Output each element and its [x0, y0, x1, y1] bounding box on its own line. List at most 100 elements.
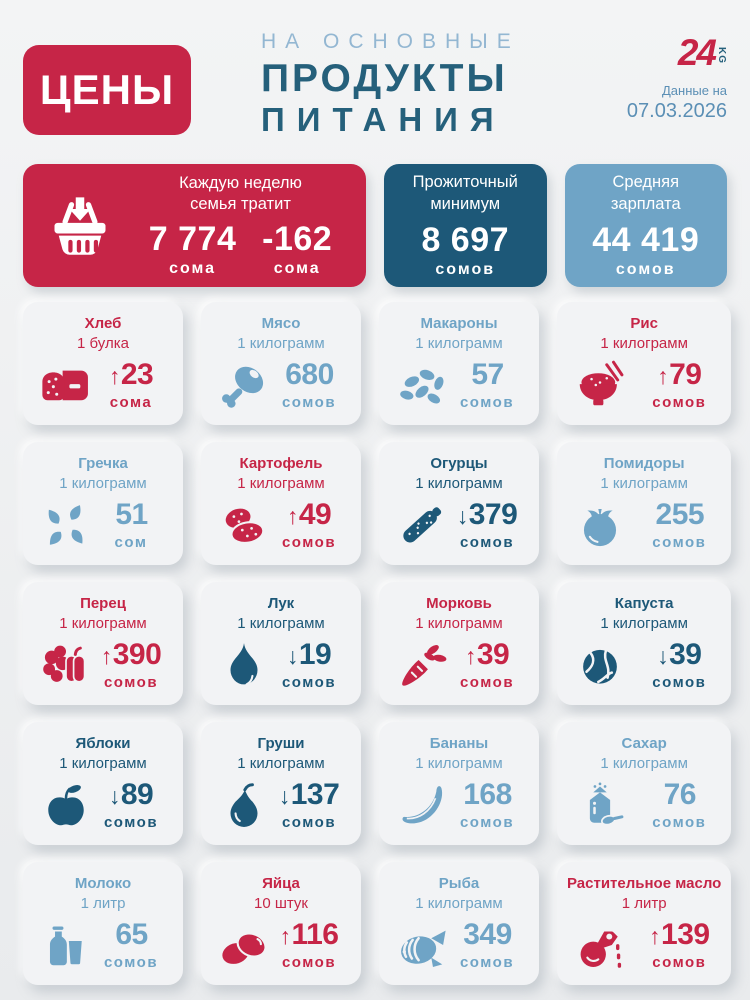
- product-quantity: 1 килограмм: [59, 475, 147, 492]
- product-price: 680: [285, 357, 334, 391]
- product-name: Капуста: [614, 595, 674, 612]
- product-price-block: ↑79 сомов: [641, 357, 717, 411]
- pepper-icon: [39, 638, 93, 692]
- product-card: Огурцы 1 килограмм ↓379 сомов: [379, 442, 539, 565]
- product-row: 57 сомов: [389, 353, 529, 413]
- apple-icon: [39, 778, 93, 832]
- basket-icon: [37, 192, 123, 260]
- weekly-change-value: -162: [262, 220, 333, 259]
- product-quantity: 1 килограмм: [237, 615, 325, 632]
- product-price-block: ↑49 сомов: [271, 499, 347, 551]
- product-price-unit: сомов: [652, 533, 707, 551]
- title-line-3: ПИТАНИЯ: [261, 101, 506, 138]
- product-price: 116: [291, 917, 339, 951]
- product-row: 76 сомов: [567, 773, 721, 833]
- trend-arrow: ↑: [286, 502, 299, 529]
- product-card: Бананы 1 килограмм 168 сомов: [379, 722, 539, 845]
- product-card: Перец 1 килограмм ↑390 сомов: [23, 582, 183, 705]
- product-row: ↑49 сомов: [211, 493, 351, 553]
- product-price-block: ↓137 сомов: [271, 779, 347, 831]
- weekly-amount-value: 7 774: [148, 220, 237, 259]
- trend-arrow: ↑: [657, 362, 669, 389]
- product-price-unit: сомов: [103, 673, 159, 691]
- weekly-spend-card: Каждую неделю семья тратит 7 774 сома -1…: [23, 164, 366, 287]
- product-name: Растительное масло: [567, 875, 722, 892]
- trend-arrow: ↓: [108, 782, 121, 809]
- product-price-unit: сомов: [459, 673, 515, 691]
- living-minimum-unit: сомов: [435, 260, 496, 278]
- living-minimum-value: 8 697: [421, 220, 510, 259]
- product-price: 255: [655, 497, 705, 531]
- product-card: Рис 1 килограмм ↑79 сомов: [557, 302, 732, 425]
- product-price-block: ↓89 сомов: [93, 779, 169, 831]
- product-name: Огурцы: [430, 455, 488, 472]
- product-quantity: 1 килограмм: [415, 895, 503, 912]
- product-price: 349: [463, 917, 512, 951]
- bread-icon: [39, 358, 93, 412]
- product-price-block: 168 сомов: [449, 777, 525, 831]
- product-quantity: 1 булка: [77, 335, 129, 352]
- product-row: ↑23 сома: [33, 353, 173, 413]
- product-price-block: 680 сомов: [271, 357, 347, 411]
- product-name: Груши: [257, 735, 305, 752]
- product-price: 168: [463, 777, 512, 811]
- product-price-unit: сомов: [459, 953, 515, 971]
- product-quantity: 1 килограмм: [415, 615, 503, 632]
- product-card: Макароны 1 килограмм 57 сомов: [379, 302, 539, 425]
- trend-arrow: ↑: [279, 922, 292, 949]
- pasta-icon: [395, 358, 449, 412]
- product-price: 19: [298, 637, 332, 671]
- product-quantity: 1 литр: [80, 895, 126, 912]
- product-card: Лук 1 килограмм ↓19 сомов: [201, 582, 361, 705]
- product-price-block: ↑39 сомов: [449, 639, 525, 691]
- product-price-block: ↑390 сомов: [93, 639, 169, 691]
- product-price-unit: сомов: [281, 673, 337, 691]
- product-quantity: 10 штук: [254, 895, 308, 912]
- trend-arrow: ↑: [100, 642, 113, 669]
- milk-icon: [39, 918, 93, 972]
- cabbage-icon: [573, 638, 627, 692]
- product-price-block: 76 сомов: [641, 777, 717, 831]
- product-price: 76: [663, 777, 697, 811]
- product-name: Яблоки: [75, 735, 131, 752]
- trend-arrow: ↓: [286, 642, 299, 669]
- trend-arrow: ↓: [278, 782, 291, 809]
- title-line-2: ПРОДУКТЫ: [261, 57, 508, 100]
- product-row: ↑116 сомов: [211, 913, 351, 973]
- trend-arrow: ↓: [657, 642, 669, 669]
- product-row: ↑390 сомов: [33, 633, 173, 693]
- weekly-change: -162 сома: [262, 222, 332, 278]
- product-name: Картофель: [239, 455, 323, 472]
- product-price: 79: [669, 357, 702, 391]
- meat-icon: [217, 358, 271, 412]
- product-row: ↑79 сомов: [567, 353, 721, 413]
- brand-logo-number: 24: [677, 32, 717, 73]
- weekly-spend-title: Каждую неделю семья тратит: [179, 173, 302, 213]
- product-price-unit: сомов: [652, 953, 707, 971]
- trend-arrow: ↑: [108, 362, 121, 389]
- product-price-block: ↓19 сомов: [271, 637, 347, 691]
- product-name: Мясо: [261, 315, 301, 332]
- average-salary-title: Средняя зарплата: [610, 173, 681, 213]
- product-price-unit: сомов: [281, 533, 337, 551]
- header: ЦЕНЫ НА ОСНОВНЫЕ ПРОДУКТЫ ПИТАНИЯ 24 KG …: [23, 30, 727, 142]
- pear-icon: [217, 778, 271, 832]
- banana-icon: [395, 778, 449, 832]
- product-name: Сахар: [621, 735, 667, 752]
- product-price-unit: сомов: [459, 393, 515, 411]
- title-badge-text: ЦЕНЫ: [39, 66, 175, 113]
- product-name: Лук: [267, 595, 295, 612]
- rice-icon: [573, 358, 627, 412]
- product-price: 23: [120, 357, 154, 391]
- weekly-amount: 7 774 сома: [149, 222, 237, 278]
- products-grid: Хлеб 1 булка ↑23 сома Мясо 1 килограмм 6…: [23, 302, 732, 985]
- product-price: 57: [471, 357, 504, 391]
- average-salary-unit: сомов: [615, 260, 676, 278]
- product-price: 379: [468, 497, 518, 531]
- title-line-1: НА ОСНОВНЫЕ: [261, 30, 520, 53]
- product-price: 39: [669, 637, 702, 671]
- product-quantity: 1 литр: [621, 895, 667, 912]
- product-price-unit: сом: [114, 533, 148, 551]
- product-card: Сахар 1 килограмм 76 сомов: [557, 722, 732, 845]
- product-row: ↑139 сомов: [567, 913, 721, 973]
